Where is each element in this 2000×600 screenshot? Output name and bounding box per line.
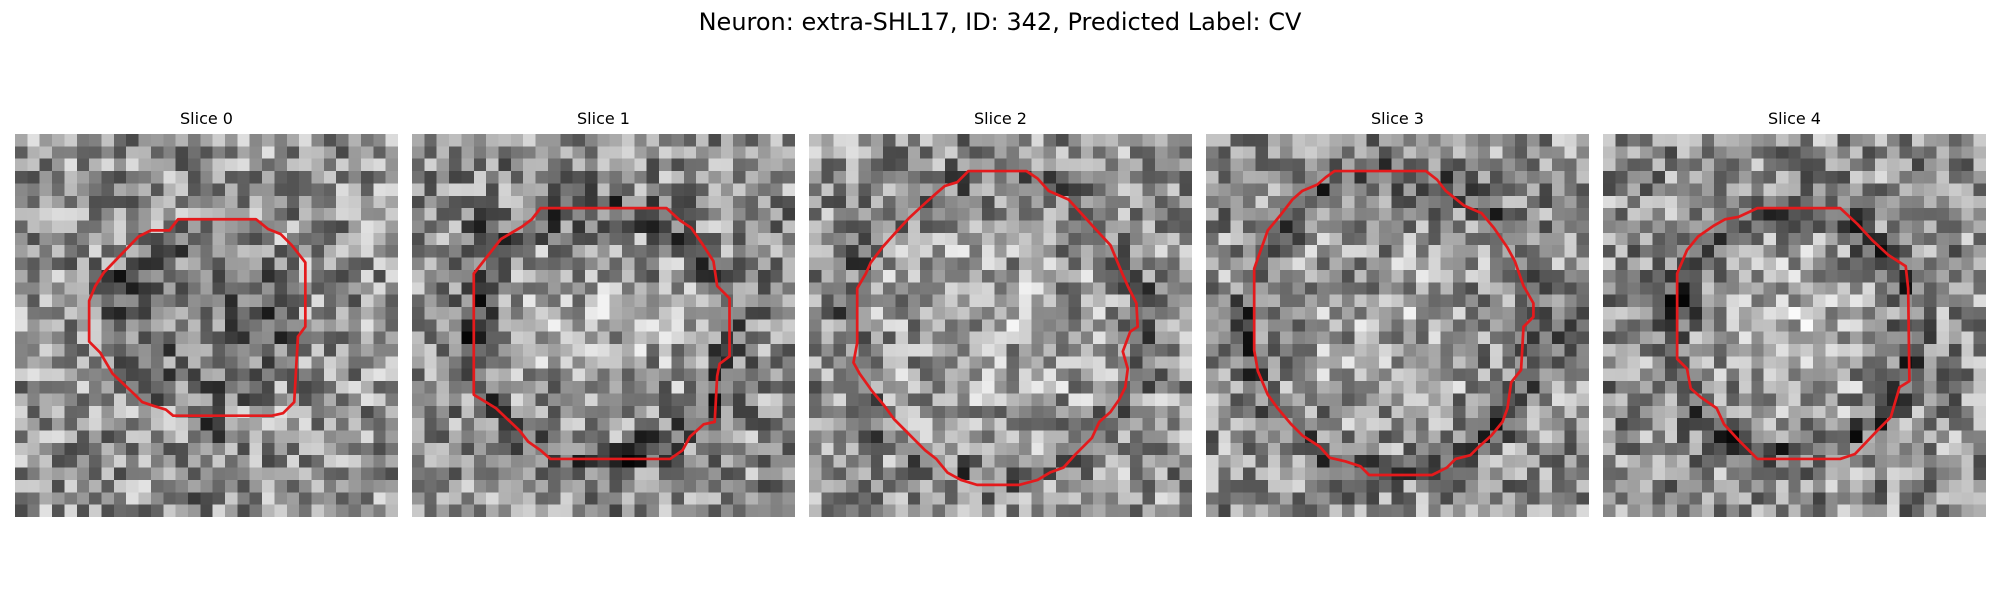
roi-contour bbox=[1252, 169, 1535, 477]
grayscale-texture bbox=[1603, 134, 1986, 517]
grayscale-texture bbox=[809, 134, 1192, 517]
slice-canvas bbox=[1603, 134, 1986, 517]
slice-image bbox=[1603, 134, 1986, 517]
slice-image bbox=[15, 134, 398, 517]
slice-title: Slice 1 bbox=[577, 109, 630, 128]
slice-image bbox=[1206, 134, 1589, 517]
slice-title: Slice 0 bbox=[180, 109, 233, 128]
grayscale-texture bbox=[15, 134, 398, 517]
slice-canvas bbox=[809, 134, 1192, 517]
roi-contour bbox=[472, 206, 731, 461]
roi-contour bbox=[852, 169, 1139, 487]
slice-title: Slice 2 bbox=[974, 109, 1027, 128]
slice-title: Slice 4 bbox=[1768, 109, 1821, 128]
slice-canvas bbox=[15, 134, 398, 517]
roi-contour bbox=[1675, 206, 1911, 461]
slice-title: Slice 3 bbox=[1371, 109, 1424, 128]
figure-title: Neuron: extra-SHL17, ID: 342, Predicted … bbox=[698, 8, 1302, 36]
roi-contour bbox=[87, 217, 307, 418]
slice-image bbox=[809, 134, 1192, 517]
grayscale-texture bbox=[412, 134, 795, 517]
grayscale-texture bbox=[1206, 134, 1589, 517]
slice-canvas bbox=[412, 134, 795, 517]
slice-image bbox=[412, 134, 795, 517]
slice-canvas bbox=[1206, 134, 1589, 517]
